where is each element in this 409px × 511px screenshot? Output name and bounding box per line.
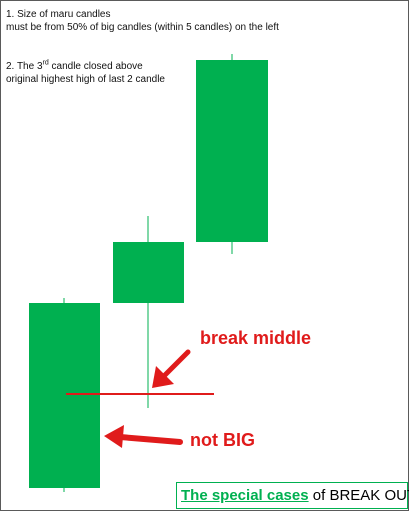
note-rule-1: 1. Size of maru candles must be from 50%…: [6, 8, 279, 34]
candle-1: [29, 298, 100, 492]
break-middle-arrow: [152, 349, 191, 388]
note-rule-1-line2: must be from 50% of big candles (within …: [6, 22, 279, 33]
not-big-arrow-head: [104, 425, 124, 448]
candle-2: [113, 216, 184, 408]
note-rule-2: 2. The 3rd candle closed above original …: [6, 60, 165, 86]
caption-box: The special cases of BREAK OUT: [176, 482, 409, 509]
note-rule-2-suffix: candle closed above: [48, 61, 143, 72]
candle-1-body: [29, 303, 100, 488]
not-big-arrow: [104, 425, 183, 448]
candle-3-body: [196, 60, 268, 242]
caption-highlight: The special cases: [181, 487, 309, 504]
note-rule-2-superscript: rd: [42, 59, 49, 67]
note-rule-2-line1: 2. The 3rd candle closed above: [6, 60, 165, 73]
candle-3: [196, 54, 268, 254]
break-middle-label: break middle: [200, 328, 312, 348]
candle-2-body: [113, 242, 184, 303]
caption-rest: of BREAK OUT: [308, 487, 409, 504]
not-big-label: not BIG: [190, 430, 255, 450]
note-rule-2-prefix: 2. The 3: [6, 61, 43, 72]
break-middle-arrow-shaft: [161, 349, 191, 379]
note-rule-2-line2: original highest high of last 2 candle: [6, 74, 165, 85]
not-big-arrow-shaft: [117, 434, 183, 445]
break-middle-arrow-head: [152, 366, 174, 388]
note-rule-1-line1: 1. Size of maru candles: [6, 9, 111, 20]
